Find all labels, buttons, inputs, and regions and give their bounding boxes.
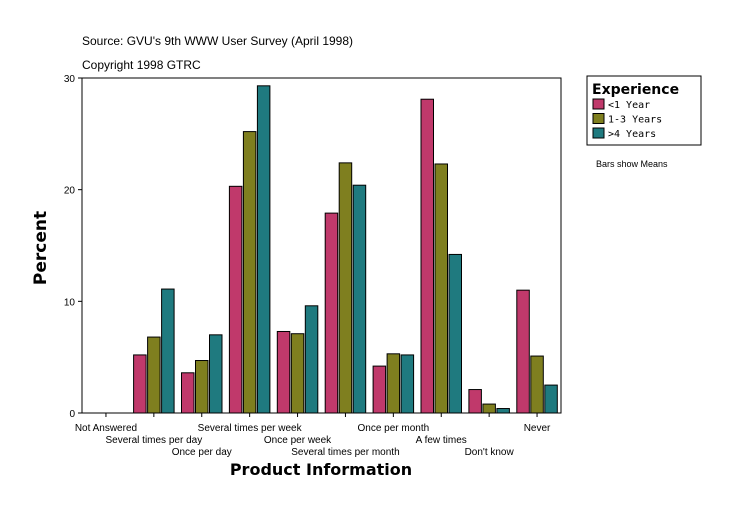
legend-swatch [593, 114, 604, 124]
bar [401, 355, 414, 413]
y-axis: 0 10 20 30 [64, 74, 82, 420]
bar [210, 335, 223, 413]
chart-source-line: Source: GVU's 9th WWW User Survey (April… [82, 34, 353, 48]
legend-label: 1-3 Years [608, 115, 662, 126]
y-tick-label: 10 [64, 297, 76, 308]
legend-swatch [593, 128, 604, 138]
bar [387, 354, 400, 413]
x-tick-label: Not Answered [75, 423, 137, 434]
bar [277, 331, 290, 413]
x-tick-label: Never [524, 423, 551, 434]
y-tick-label: 30 [64, 74, 76, 85]
bar [182, 373, 195, 413]
x-tick-label: Once per month [357, 423, 429, 434]
y-tick-label: 20 [64, 186, 76, 197]
x-axis-label: Product Information [230, 460, 412, 479]
bar [229, 186, 242, 413]
chart-note: Bars show Means [596, 159, 668, 169]
bar [531, 356, 544, 413]
y-axis-label: Percent [31, 211, 51, 285]
x-tick-label: Don't know [465, 447, 515, 458]
bar [545, 385, 558, 413]
legend-swatch [593, 99, 604, 109]
bar [134, 355, 147, 413]
bar [469, 390, 482, 413]
bar [243, 132, 256, 413]
bar [291, 334, 304, 413]
legend-label: >4 Years [608, 129, 656, 140]
bar [449, 254, 462, 413]
x-tick-label: Several times per month [291, 447, 399, 458]
bar [421, 99, 434, 413]
bar [148, 337, 161, 413]
bar [497, 409, 510, 413]
x-tick-label: Several times per week [198, 423, 303, 434]
bar [373, 366, 386, 413]
bar [325, 213, 338, 413]
bar [162, 289, 175, 413]
x-tick-label: Several times per day [105, 435, 202, 446]
bar [483, 404, 496, 413]
bar [517, 290, 530, 413]
bar [339, 163, 352, 413]
plot-area [82, 78, 561, 413]
bar [196, 361, 209, 413]
legend: Experience <1 Year 1-3 Years >4 Years [587, 76, 701, 145]
x-tick-label: A few times [416, 435, 467, 446]
bar [305, 306, 318, 413]
chart-copyright-line: Copyright 1998 GTRC [82, 58, 201, 72]
bar [435, 164, 448, 413]
bar [353, 185, 366, 413]
x-tick-label: Once per week [264, 435, 332, 446]
bar [257, 86, 270, 413]
legend-title: Experience [592, 82, 679, 98]
bar-chart: Source: GVU's 9th WWW User Survey (April… [0, 0, 736, 516]
y-tick-label: 0 [69, 409, 75, 420]
legend-label: <1 Year [608, 100, 650, 111]
x-tick-label: Once per day [172, 447, 232, 458]
